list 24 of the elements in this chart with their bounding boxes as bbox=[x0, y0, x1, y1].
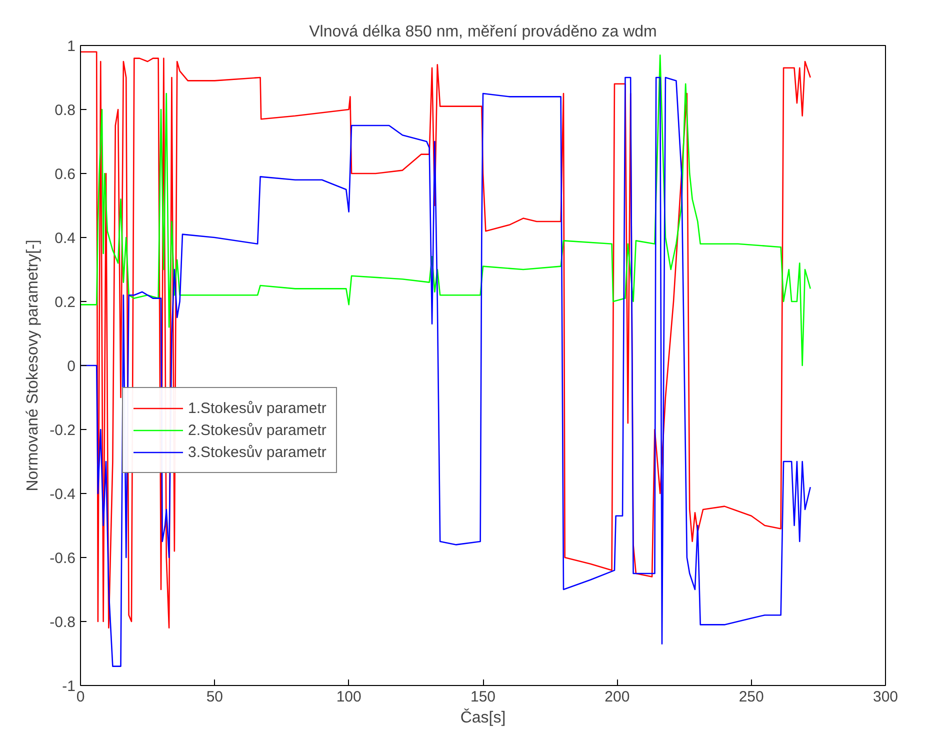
y-tick-label: 0.4 bbox=[54, 230, 76, 247]
y-tick-label: -1 bbox=[62, 678, 76, 695]
x-tick-label: 200 bbox=[604, 688, 630, 706]
x-tick-label: 150 bbox=[470, 688, 496, 706]
y-tick-label: 1 bbox=[67, 38, 76, 55]
y-tick-label: 0.8 bbox=[54, 102, 76, 119]
x-axis-title: Čas[s] bbox=[460, 708, 506, 726]
x-tick-label: 250 bbox=[738, 688, 764, 706]
y-tick-label: -0.4 bbox=[50, 486, 76, 503]
legend-label: 2.Stokesův parametr bbox=[188, 422, 326, 438]
x-tick-label: 100 bbox=[336, 688, 362, 706]
chart-title: Vlnová délka 850 nm, měření prováděno za wdm bbox=[309, 24, 657, 40]
legend-label: 1.Stokesův parametr bbox=[188, 400, 326, 416]
y-tick-label: 0.6 bbox=[54, 166, 76, 183]
x-tick-label: 300 bbox=[872, 688, 898, 706]
y-tick-label: 0 bbox=[67, 358, 76, 375]
x-tick-label: 50 bbox=[206, 688, 224, 706]
legend-label: 3.Stokesův parametr bbox=[188, 444, 326, 460]
y-tick-label: -0.2 bbox=[50, 422, 76, 439]
y-tick-label: 0.2 bbox=[54, 294, 76, 311]
y-axis-title: Normované Stokesovy parametry[-] bbox=[24, 240, 42, 492]
y-tick-label: -0.6 bbox=[50, 550, 76, 567]
line-series bbox=[80, 54, 812, 366]
y-tick-label: -0.8 bbox=[50, 614, 76, 631]
